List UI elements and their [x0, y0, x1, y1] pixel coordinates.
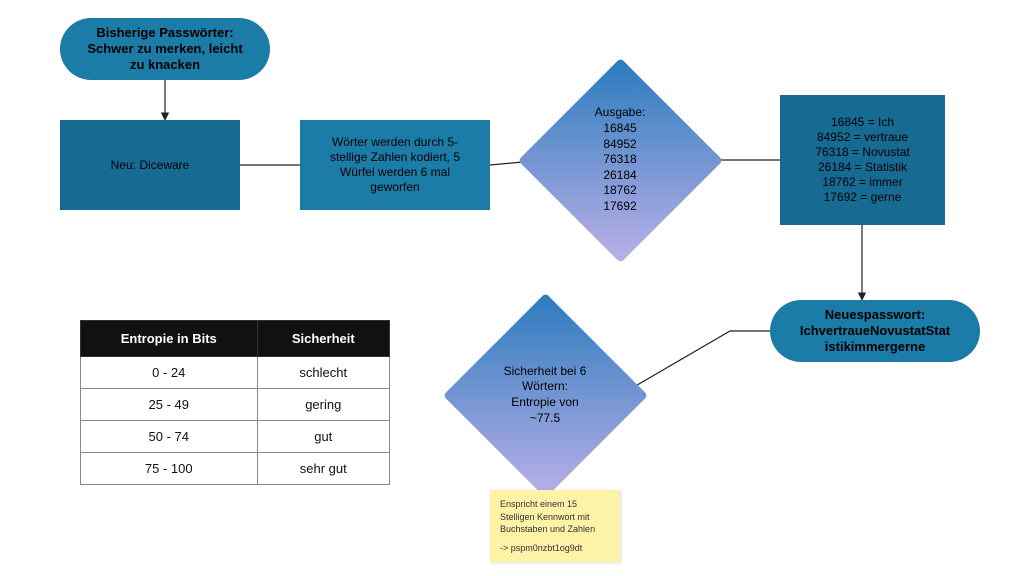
- diceware-rect: Neu: Diceware: [60, 120, 240, 210]
- table-header-cell: Entropie in Bits: [81, 321, 258, 357]
- mapping-text: 16845 = Ich84952 = vertraue76318 = Novus…: [815, 115, 909, 205]
- sticky-line4: -> pspm0nzbt1og9dt: [500, 542, 610, 555]
- table-row: 25 - 49gering: [81, 389, 390, 421]
- table-row: 50 - 74gut: [81, 421, 390, 453]
- start-pill-text: Bisherige Passwörter:Schwer zu merken, l…: [87, 25, 242, 74]
- table-cell: schlecht: [257, 357, 389, 389]
- table-row: 75 - 100sehr gut: [81, 453, 390, 485]
- table-cell: gut: [257, 421, 389, 453]
- security-diamond-text: Sicherheit bei 6Wörtern:Entropie von ~77…: [495, 364, 596, 426]
- entropy-table: Entropie in BitsSicherheit 0 - 24schlech…: [80, 320, 390, 485]
- output-diamond-text: Ausgabe:168458495276318261841876217692: [595, 105, 646, 214]
- table-cell: gering: [257, 389, 389, 421]
- mapping-rect: 16845 = Ich84952 = vertraue76318 = Novus…: [780, 95, 945, 225]
- table-cell: 75 - 100: [81, 453, 258, 485]
- table-header-cell: Sicherheit: [257, 321, 389, 357]
- table-row: 0 - 24schlecht: [81, 357, 390, 389]
- table-cell: sehr gut: [257, 453, 389, 485]
- result-pill-text: Neuespasswort:IchvertraueNovustatStatist…: [800, 307, 950, 356]
- diceware-text: Neu: Diceware: [111, 158, 190, 173]
- diagram-canvas: Bisherige Passwörter:Schwer zu merken, l…: [0, 0, 1024, 576]
- security-diamond: Sicherheit bei 6Wörtern:Entropie von ~77…: [473, 323, 618, 468]
- sticky-note: Enspricht einem 15 Stelligen Kennwort mi…: [490, 490, 620, 562]
- encoding-text: Wörter werden durch 5-stellige Zahlen ko…: [330, 135, 460, 195]
- sticky-line1: Enspricht einem 15: [500, 498, 610, 511]
- edge: [620, 331, 770, 395]
- start-pill: Bisherige Passwörter:Schwer zu merken, l…: [60, 18, 270, 80]
- encoding-rect: Wörter werden durch 5-stellige Zahlen ko…: [300, 120, 490, 210]
- sticky-line3: Buchstaben und Zahlen: [500, 523, 610, 536]
- result-pill: Neuespasswort:IchvertraueNovustatStatist…: [770, 300, 980, 362]
- sticky-line2: Stelligen Kennwort mit: [500, 511, 610, 524]
- output-diamond: Ausgabe:168458495276318261841876217692: [548, 88, 693, 233]
- table-cell: 25 - 49: [81, 389, 258, 421]
- table-cell: 0 - 24: [81, 357, 258, 389]
- table-cell: 50 - 74: [81, 421, 258, 453]
